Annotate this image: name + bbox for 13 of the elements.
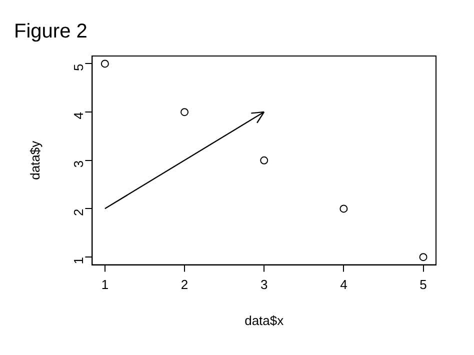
y-tick-label: 3 [70, 160, 86, 168]
chart-title: Figure 2 [14, 20, 88, 43]
y-tick-label: 5 [70, 64, 86, 71]
y-axis-title: data$y [27, 140, 42, 180]
y-tick-label: 2 [70, 208, 86, 216]
y-tick-label: 4 [70, 112, 86, 120]
x-axis-title: data$x [244, 312, 284, 328]
y-tick-label: 1 [70, 257, 86, 264]
x-tick-label: 3 [260, 277, 268, 292]
x-tick-label: 4 [340, 277, 348, 292]
x-tick-label: 1 [101, 277, 109, 292]
x-tick-label: 5 [420, 277, 427, 292]
x-tick-label: 2 [180, 277, 188, 292]
